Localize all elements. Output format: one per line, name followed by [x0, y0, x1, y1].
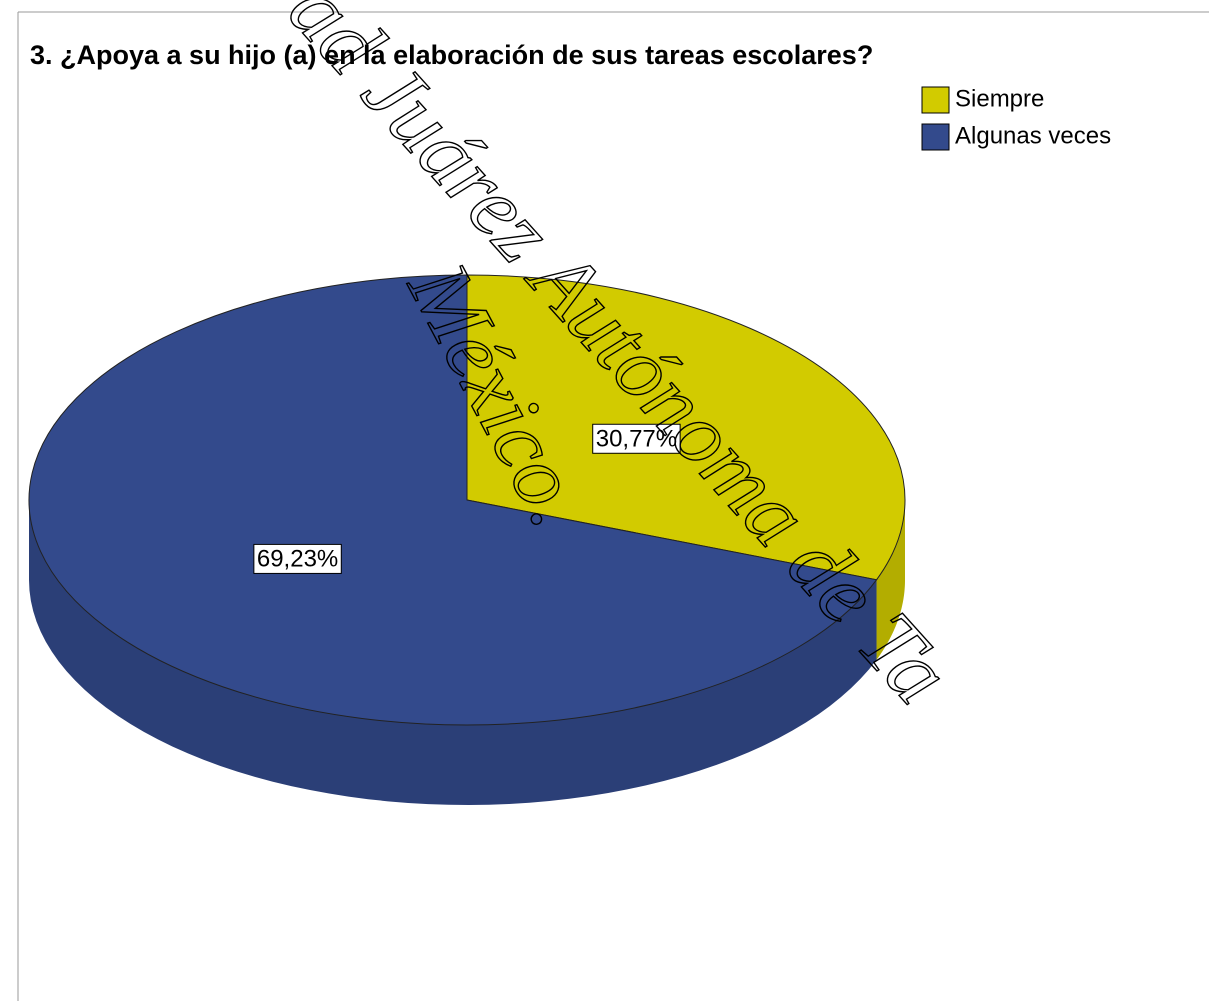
- slice: [28, 274, 878, 726]
- legend-swatch: [921, 86, 950, 114]
- legend-label: Algunas veces: [955, 122, 1111, 149]
- chart-title: 3. ¿Apoya a su hijo (a) en la elaboració…: [30, 40, 873, 70]
- pie: 30,77% 69,23%: [28, 274, 906, 805]
- legend: Siempre Algunas veces: [921, 85, 1111, 151]
- legend-swatch: [921, 123, 950, 151]
- slice-side: [876, 500, 905, 660]
- slice: [466, 274, 906, 581]
- data-label: 30,77%: [596, 425, 677, 452]
- data-label-box: [253, 543, 342, 574]
- legend-label: Siempre: [955, 85, 1044, 112]
- data-label: 69,23%: [257, 545, 338, 572]
- data-label-box: [592, 423, 681, 454]
- slice-side: [29, 500, 877, 805]
